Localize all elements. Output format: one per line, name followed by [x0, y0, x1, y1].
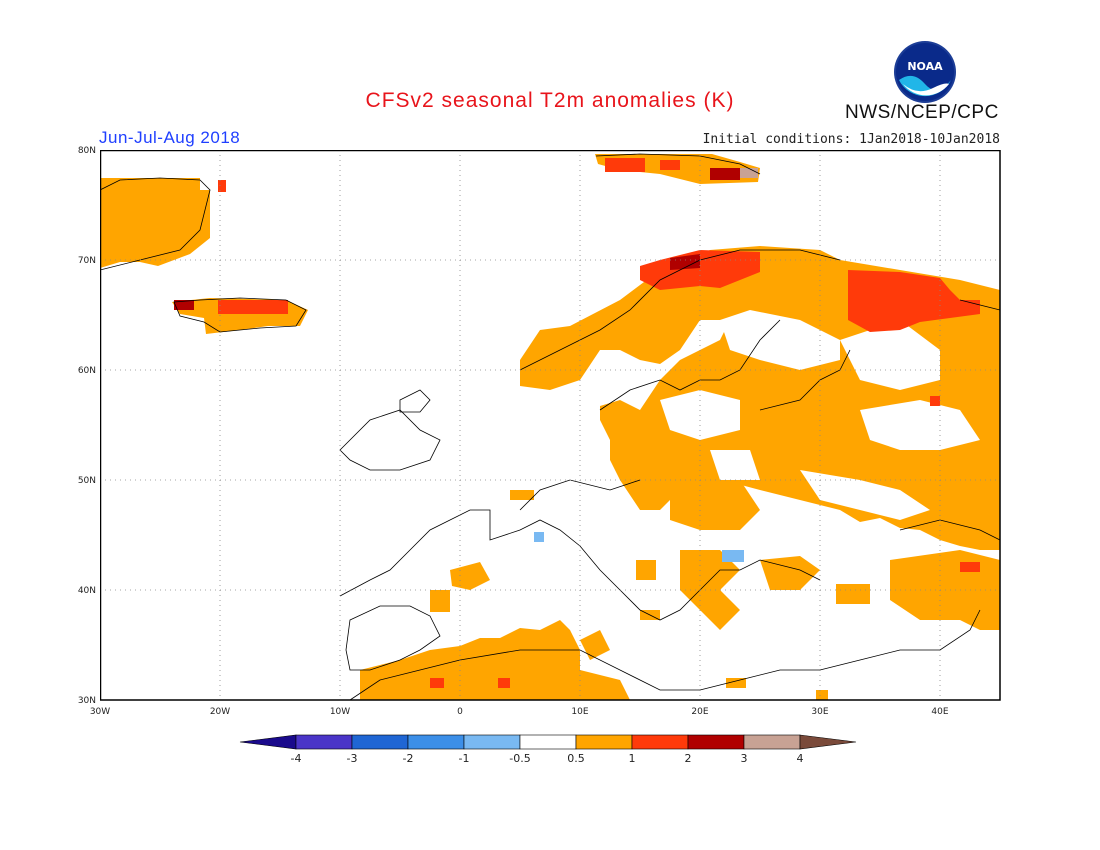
noaa-logo: NOAA — [894, 41, 956, 103]
colorbar-swatch — [631, 734, 689, 750]
lat-label: 70N — [78, 256, 96, 266]
colorbar-swatches — [239, 734, 857, 750]
lon-label: 40E — [931, 707, 948, 717]
colorbar-swatch — [239, 734, 297, 750]
lon-label: 30E — [811, 707, 828, 717]
colorbar-labels: -4 -3 -2 -1 -0.5 0.5 1 2 3 4 — [291, 752, 804, 765]
colorbar-swatch — [519, 734, 577, 750]
lat-label: 30N — [78, 696, 96, 706]
colorbar-swatch — [295, 734, 353, 750]
colorbar-swatch — [407, 734, 465, 750]
longitude-labels: 30W 20W 10W 0 10E 20E 30E 40E — [90, 707, 949, 717]
iberia-anomaly — [450, 562, 490, 590]
map-title: CFSv2 seasonal T2m anomalies (K) — [365, 89, 735, 112]
initial-conditions: Initial conditions: 1Jan2018-10Jan2018 — [702, 132, 1000, 147]
colorbar-label: 1 — [629, 752, 636, 765]
axis-labels: 80N 70N 60N 50N 40N 30N 30W 20W 10W 0 10… — [78, 146, 949, 717]
north-africa-anomaly — [360, 620, 630, 700]
agency-label: NWS/NCEP/CPC — [845, 102, 999, 123]
colorbar-label: 2 — [685, 752, 692, 765]
colorbar-swatch — [687, 734, 745, 750]
colorbar-label: -2 — [403, 752, 414, 765]
logo-text: NOAA — [907, 60, 943, 73]
colorbar-label: 4 — [797, 752, 804, 765]
lon-label: 10E — [571, 707, 588, 717]
lat-label: 40N — [78, 586, 96, 596]
colorbar-label: -1 — [459, 752, 470, 765]
greenland-warm-spot — [218, 180, 226, 192]
colorbar-swatch — [799, 734, 857, 750]
latitude-labels: 80N 70N 60N 50N 40N 30N — [78, 146, 96, 706]
forecast-period: Jun-Jul-Aug 2018 — [99, 128, 241, 147]
greenland-anomaly — [100, 178, 210, 268]
anomaly-map — [100, 150, 1001, 701]
colorbar-label: 3 — [741, 752, 748, 765]
lon-label: 20E — [691, 707, 708, 717]
colorbar: -4 -3 -2 -1 -0.5 0.5 1 2 3 4 — [239, 734, 857, 765]
lon-label: 0 — [457, 707, 463, 717]
colorbar-label: 0.5 — [567, 752, 585, 765]
colorbar-label: -0.5 — [509, 752, 530, 765]
lat-label: 80N — [78, 146, 96, 156]
colorbar-swatch — [575, 734, 633, 750]
lon-label: 30W — [90, 707, 110, 717]
map-frame — [100, 150, 1001, 701]
colorbar-swatch — [463, 734, 521, 750]
lat-label: 50N — [78, 476, 96, 486]
colorbar-swatch — [743, 734, 801, 750]
colorbar-label: -3 — [347, 752, 358, 765]
lon-label: 10W — [330, 707, 350, 717]
lat-label: 60N — [78, 366, 96, 376]
grid-lines — [100, 150, 1000, 700]
lon-label: 20W — [210, 707, 230, 717]
colorbar-swatch — [351, 734, 409, 750]
colorbar-label: -4 — [291, 752, 302, 765]
